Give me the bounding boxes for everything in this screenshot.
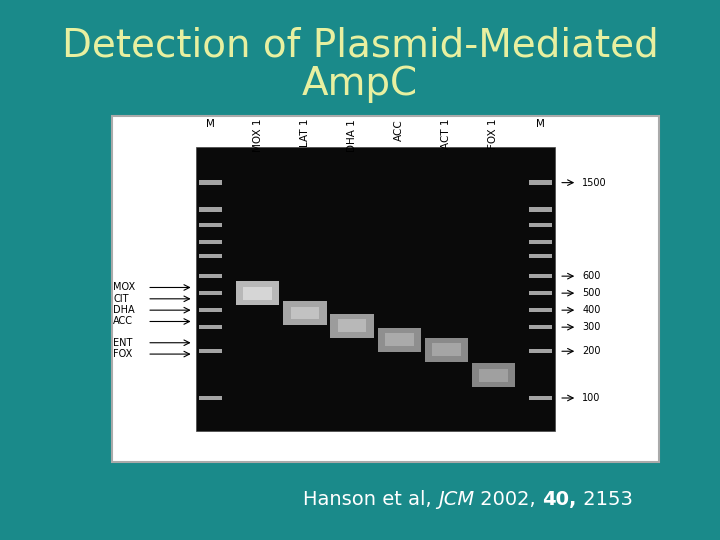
Text: FOX: FOX bbox=[113, 349, 132, 359]
Bar bbox=[199, 207, 222, 212]
Bar bbox=[199, 396, 222, 400]
Bar bbox=[529, 254, 552, 259]
Bar bbox=[529, 349, 552, 353]
Bar bbox=[479, 369, 508, 382]
Bar bbox=[425, 338, 468, 362]
Bar bbox=[432, 343, 461, 356]
Text: ENT: ENT bbox=[113, 338, 132, 348]
Text: Detection of Plasmid-Mediated: Detection of Plasmid-Mediated bbox=[62, 27, 658, 65]
Text: ACT 1: ACT 1 bbox=[441, 119, 451, 149]
Text: 100: 100 bbox=[582, 393, 600, 403]
Text: DHA 1: DHA 1 bbox=[347, 119, 357, 152]
Text: 500: 500 bbox=[582, 288, 600, 298]
Bar bbox=[112, 116, 659, 462]
Text: DHA: DHA bbox=[113, 305, 135, 315]
Text: Hanson et al,: Hanson et al, bbox=[303, 490, 438, 509]
Bar bbox=[199, 325, 222, 329]
Bar bbox=[284, 301, 327, 325]
Bar bbox=[529, 308, 552, 312]
Text: 2002,: 2002, bbox=[474, 490, 542, 509]
Text: 1500: 1500 bbox=[582, 178, 607, 187]
Bar bbox=[243, 287, 272, 300]
Bar bbox=[529, 240, 552, 244]
Bar bbox=[338, 319, 366, 332]
Bar bbox=[529, 223, 552, 227]
Bar bbox=[384, 333, 413, 346]
Bar bbox=[291, 307, 320, 320]
Text: JCM: JCM bbox=[438, 490, 474, 509]
Bar bbox=[199, 240, 222, 244]
Bar bbox=[330, 314, 374, 338]
Bar bbox=[199, 254, 222, 259]
Text: 40,: 40, bbox=[542, 490, 577, 509]
Text: FOX 1: FOX 1 bbox=[488, 119, 498, 149]
Bar bbox=[236, 281, 279, 305]
Bar bbox=[199, 274, 222, 278]
Text: 400: 400 bbox=[582, 305, 600, 315]
Text: CIT: CIT bbox=[113, 294, 129, 304]
Bar bbox=[529, 396, 552, 400]
Bar bbox=[529, 274, 552, 278]
Bar bbox=[529, 207, 552, 212]
Text: MOX 1: MOX 1 bbox=[253, 119, 263, 152]
Text: ACC: ACC bbox=[394, 119, 404, 140]
Bar bbox=[377, 328, 420, 352]
Text: 2153: 2153 bbox=[577, 490, 633, 509]
Bar bbox=[529, 180, 552, 185]
Bar bbox=[199, 223, 222, 227]
Text: MOX: MOX bbox=[113, 282, 135, 293]
Text: ACC: ACC bbox=[113, 316, 133, 327]
Bar bbox=[529, 325, 552, 329]
Bar bbox=[199, 291, 222, 295]
Bar bbox=[472, 363, 515, 387]
Bar bbox=[199, 308, 222, 312]
Text: AmpC: AmpC bbox=[302, 65, 418, 103]
Text: 200: 200 bbox=[582, 346, 600, 356]
Text: M: M bbox=[207, 119, 215, 129]
Text: 300: 300 bbox=[582, 322, 600, 332]
Text: M: M bbox=[536, 119, 545, 129]
Bar bbox=[529, 291, 552, 295]
Text: 600: 600 bbox=[582, 271, 600, 281]
Bar bbox=[199, 349, 222, 353]
Bar bbox=[199, 180, 222, 185]
Bar bbox=[197, 147, 555, 430]
Text: LAT 1: LAT 1 bbox=[300, 119, 310, 147]
